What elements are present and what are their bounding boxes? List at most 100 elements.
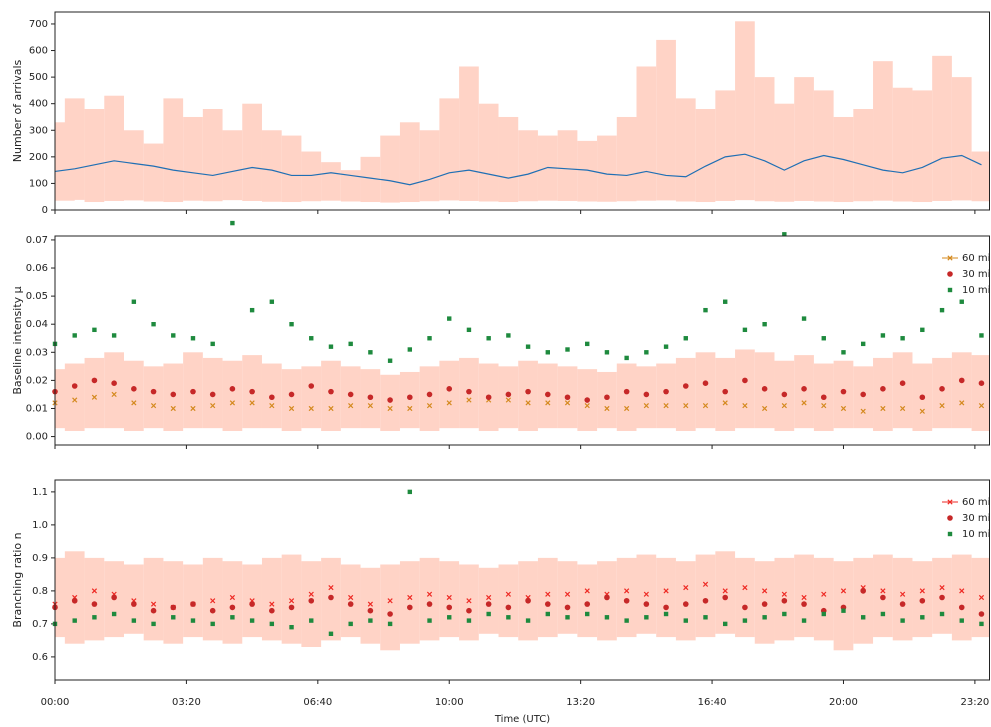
point	[564, 400, 571, 406]
y-tick-label: 600	[29, 46, 48, 57]
band-segment	[84, 557, 105, 641]
point	[91, 394, 98, 400]
point	[131, 386, 137, 392]
point	[387, 358, 393, 363]
point	[860, 615, 866, 620]
point	[565, 615, 570, 620]
point	[663, 588, 669, 594]
point	[289, 624, 294, 630]
point	[269, 621, 275, 627]
point	[328, 594, 334, 601]
point	[486, 611, 491, 617]
y-tick-label: 0.7	[32, 619, 48, 630]
point	[959, 618, 964, 623]
band-segment	[833, 360, 854, 429]
band-segment	[478, 567, 499, 634]
point	[564, 394, 571, 401]
point	[584, 601, 591, 607]
point	[466, 607, 472, 614]
point	[782, 232, 787, 237]
y-tick-label: 1.0	[32, 520, 48, 531]
point	[171, 615, 176, 620]
band-segment	[636, 366, 657, 429]
point	[841, 608, 846, 613]
point	[919, 408, 925, 414]
point	[604, 394, 610, 401]
point	[506, 615, 511, 620]
confidence-band	[55, 551, 990, 651]
point	[229, 386, 236, 392]
point	[761, 386, 768, 392]
point	[880, 386, 886, 392]
y-tick-label: 0.8	[32, 586, 48, 597]
y-tick-label: 0.07	[26, 235, 48, 246]
point	[308, 383, 315, 389]
legend-label: 10 min	[962, 285, 991, 296]
legend-swatch	[947, 515, 953, 521]
band-segment	[853, 557, 874, 644]
legend-swatch	[947, 255, 953, 261]
point	[111, 594, 117, 601]
legend-swatch	[947, 531, 953, 537]
band-segment	[439, 360, 460, 429]
point	[525, 400, 531, 406]
band-segment	[715, 90, 736, 201]
point	[604, 594, 610, 601]
band-segment	[656, 363, 676, 429]
point	[723, 621, 728, 627]
point	[446, 604, 453, 611]
point	[644, 615, 649, 620]
band-segment	[557, 561, 578, 634]
point	[485, 394, 492, 401]
band-segment	[873, 357, 893, 431]
plot-frame	[54, 479, 990, 681]
legend: 60 min 30 min 10 min	[942, 497, 991, 540]
series-points	[52, 391, 985, 414]
band-segment	[439, 98, 460, 201]
point	[880, 405, 886, 412]
band-segment	[794, 77, 814, 201]
y-tick-label: 0.05	[26, 291, 48, 302]
band-segment	[537, 557, 558, 638]
point	[545, 611, 550, 617]
y-tick-label: 400	[29, 99, 48, 110]
point	[426, 601, 433, 607]
point	[210, 598, 216, 604]
y-tick-label: 0.06	[26, 263, 48, 274]
y-tick-label: 1.1	[32, 487, 48, 498]
band-segment	[399, 122, 420, 203]
point	[762, 322, 767, 327]
band-segment	[675, 561, 696, 641]
point	[151, 322, 156, 327]
point	[702, 581, 709, 587]
point	[939, 307, 945, 313]
point	[860, 408, 866, 414]
band-segment	[261, 557, 282, 641]
point	[367, 394, 374, 401]
point	[978, 380, 985, 386]
point	[466, 388, 472, 395]
band-segment	[794, 554, 814, 638]
point	[682, 383, 689, 389]
point	[131, 618, 137, 623]
point	[229, 604, 236, 611]
band-segment	[577, 140, 598, 202]
band-segment	[478, 103, 499, 202]
band-segment	[557, 130, 578, 201]
point	[506, 333, 511, 338]
point	[821, 403, 827, 409]
band-segment	[419, 366, 440, 431]
band-segment	[912, 90, 933, 203]
y-tick-label: 0.6	[32, 652, 48, 663]
point	[171, 333, 176, 338]
point	[210, 621, 215, 627]
point	[722, 388, 729, 395]
band-segment	[281, 554, 302, 644]
point	[426, 403, 433, 409]
point	[249, 388, 255, 395]
point	[781, 391, 788, 398]
point	[92, 615, 97, 620]
point	[604, 405, 610, 412]
point	[840, 405, 847, 412]
point	[131, 601, 137, 607]
